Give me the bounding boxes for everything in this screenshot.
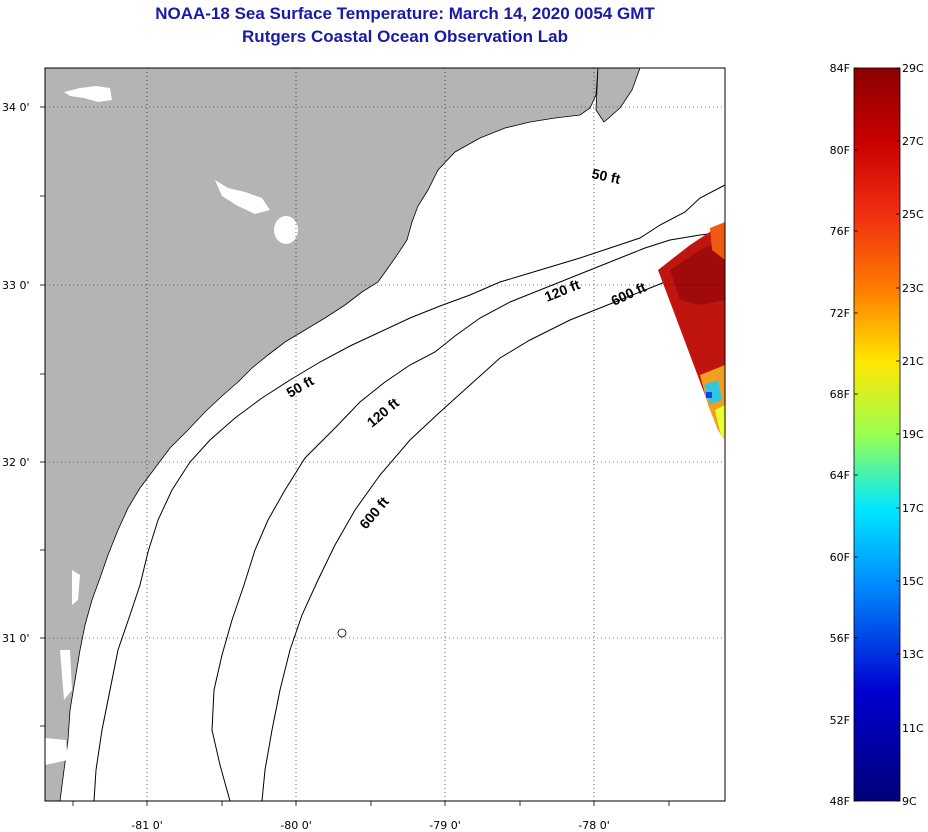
colorbar-f-ticks (854, 67, 858, 802)
lon-label: -79 0' (429, 819, 461, 832)
colorbar-f-label: 80F (830, 144, 850, 157)
sst-swath-yellow (715, 405, 725, 440)
graticule (45, 68, 725, 801)
colorbar-c-label: 19C (902, 428, 924, 441)
sst-swath-warm (670, 238, 725, 305)
contour-50ft (93, 184, 725, 801)
contour-600ft (261, 257, 725, 801)
colorbar-f-label: 72F (830, 307, 850, 320)
colorbar-c-label: 9C (902, 795, 917, 808)
land-area (45, 68, 599, 801)
colorbar-c-label: 13C (902, 648, 924, 661)
contour-120ft (211, 231, 725, 801)
colorbar-f-label: 76F (830, 225, 850, 238)
colorbar-c-label: 27C (902, 135, 924, 148)
colorbar-f-label: 48F (830, 795, 850, 808)
colorbar-f-label: 56F (830, 632, 850, 645)
land-cape-fear (595, 68, 641, 123)
colorbar-c-ticks (896, 67, 900, 802)
colorbar-c-label: 25C (902, 208, 924, 221)
colorbar-c-label: 21C (902, 355, 924, 368)
colorbar-f-label: 68F (830, 388, 850, 401)
colorbar-c-label: 17C (902, 502, 924, 515)
sst-swath-orange (710, 222, 725, 260)
lon-label: -81 0' (131, 819, 163, 832)
lat-label: 31 0' (2, 632, 30, 645)
map-frame (44, 67, 726, 802)
map-subtitle: Rutgers Coastal Ocean Observation Lab (242, 27, 568, 46)
map-ticks (40, 106, 670, 806)
lat-label: 32 0' (2, 456, 30, 469)
lat-label: 33 0' (2, 279, 30, 292)
colorbar-f-label: 84F (830, 62, 850, 75)
sst-swath-coldest (706, 392, 712, 398)
contour-label-50ft: 50 ft (590, 165, 622, 187)
colorbar-c-label: 29C (902, 62, 924, 75)
inland-lakes (45, 86, 298, 765)
colorbar-f-label: 52F (830, 714, 850, 727)
lon-label: -80 0' (280, 819, 312, 832)
lon-label: -78 0' (578, 819, 610, 832)
seamount-contour (337, 628, 347, 638)
colorbar-f-label: 64F (830, 469, 850, 482)
colorbar-c-label: 15C (902, 575, 924, 588)
colorbar-f-label: 60F (830, 551, 850, 564)
map-title: NOAA-18 Sea Surface Temperature: March 1… (155, 4, 655, 23)
colorbar (853, 67, 901, 802)
lat-label: 34 0' (2, 101, 30, 114)
colorbar-c-label: 11C (902, 722, 924, 735)
colorbar-c-label: 23C (902, 282, 924, 295)
